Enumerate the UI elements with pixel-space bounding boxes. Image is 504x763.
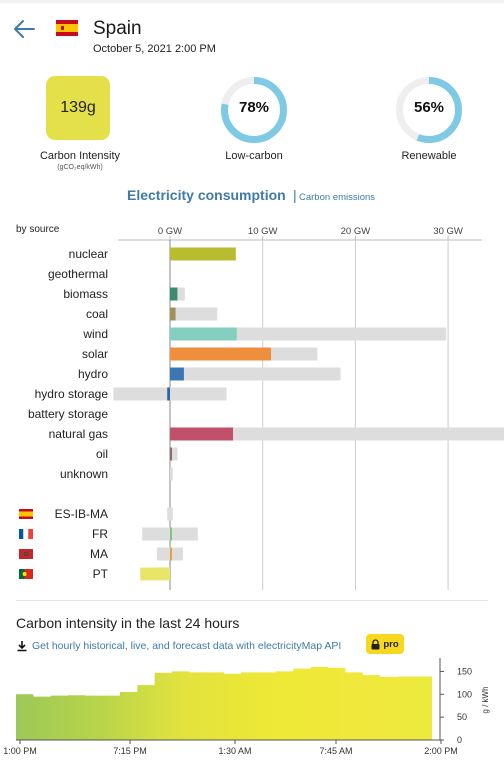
exchange-label: FR <box>92 527 108 541</box>
source-label: hydro <box>78 367 108 381</box>
production-bar <box>170 327 237 341</box>
source-label: oil <box>96 447 108 461</box>
low-carbon-gauge <box>221 77 287 143</box>
production-bar <box>170 307 176 321</box>
production-bar <box>167 387 170 401</box>
section-divider <box>16 600 488 601</box>
api-link-row[interactable]: Get hourly historical, live, and forecas… <box>16 637 341 655</box>
renewable-label: Renewable <box>401 150 457 162</box>
source-label: nuclear <box>69 247 108 261</box>
tab-separator: | <box>293 187 297 203</box>
flag-part <box>23 528 29 540</box>
history-x-tick-label: 7:45 AM <box>319 746 352 756</box>
source-label: natural gas <box>49 427 108 441</box>
capacity-bar <box>170 367 341 381</box>
x-tick-label: 10 GW <box>248 226 278 237</box>
source-label: wind <box>82 327 108 341</box>
morocco-flag-icon <box>19 549 33 559</box>
history-chart: 0 50 100 150 g / kWh 1:00 PM 7:15 PM 1:30 AM 7:4… <box>3 658 490 756</box>
source-label: battery storage <box>28 407 108 421</box>
exchange-bar <box>170 527 172 541</box>
source-label: solar <box>82 347 108 361</box>
exchange-label: PT <box>93 567 109 581</box>
history-x-tick-label: 1:00 PM <box>3 746 37 756</box>
history-x-tick-label: 1:30 AM <box>218 746 251 756</box>
production-bar <box>170 367 184 381</box>
exchange-label: ES-IB-MA <box>55 507 108 521</box>
history-x-tick-label: 2:00 PM <box>424 746 458 756</box>
carbon-intensity-label: Carbon Intensity <box>39 150 121 162</box>
production-bar <box>170 287 178 301</box>
x-tick-label: 20 GW <box>341 226 371 237</box>
tab-carbon-emissions[interactable]: Carbon emissions <box>299 192 376 203</box>
source-label: hydro storage <box>35 387 109 401</box>
carbon-intensity-value: 139g <box>46 76 110 140</box>
low-carbon-label: Low-carbon <box>225 150 283 162</box>
history-y-tick-label: 50 <box>457 712 467 722</box>
capacity-bar <box>170 307 218 321</box>
source-label: geothermal <box>48 267 108 281</box>
carbon-intensity-unit: (gCO₂eq/kWh) <box>57 164 103 171</box>
production-bar <box>170 427 234 441</box>
pro-badge[interactable]: pro <box>366 634 404 654</box>
flag-part <box>22 572 27 576</box>
country-name: Spain <box>93 18 142 39</box>
x-tick-label: 30 GW <box>433 226 463 237</box>
production-bar <box>170 447 172 461</box>
source-label: unknown <box>60 467 108 481</box>
capacity-bar <box>170 447 178 461</box>
spain-flag-icon <box>56 20 78 36</box>
portugal-flag-icon <box>19 569 33 579</box>
gauge-fill <box>221 77 287 143</box>
gauge-fill <box>396 77 462 143</box>
exchange-bar <box>140 567 170 581</box>
spain-flag-icon <box>19 509 33 519</box>
download-icon <box>17 641 27 652</box>
flag-part <box>23 551 29 557</box>
flag-part <box>19 511 33 517</box>
back-arrow-icon[interactable] <box>12 18 36 40</box>
window-top-border <box>0 0 504 3</box>
capacity-bar <box>170 427 504 441</box>
low-carbon-value: 78% <box>238 99 270 116</box>
capacity-bar <box>170 327 447 341</box>
pro-label: pro <box>383 638 399 650</box>
renewable-gauge <box>396 77 462 143</box>
datetime: October 5, 2021 2:00 PM <box>93 43 216 55</box>
history-y-tick-label: 0 <box>457 735 462 745</box>
flag-part <box>19 549 33 559</box>
chart-by-source-label: by source <box>16 224 60 235</box>
api-link[interactable]: Get hourly historical, live, and forecas… <box>32 640 342 652</box>
renewable-value: 56% <box>413 99 445 116</box>
production-bar <box>170 247 236 261</box>
lock-icon <box>371 638 380 649</box>
source-label: biomass <box>63 287 108 301</box>
capacity-bar <box>170 467 173 481</box>
exchange-capacity-bar <box>167 507 173 521</box>
x-tick-label: 0 GW <box>158 226 182 237</box>
consumption-chart: 0 GW 10 GW 20 GW 30 GW nuclear geothermal biom… <box>19 226 504 590</box>
france-flag-icon <box>19 528 33 540</box>
history-area <box>16 666 432 740</box>
history-x-tick-label: 7:15 PM <box>113 746 147 756</box>
history-y-tick-label: 100 <box>457 689 472 699</box>
tab-electricity-consumption[interactable]: Electricity consumption <box>127 187 286 203</box>
flag-part <box>19 569 25 579</box>
history-y-tick-label: 150 <box>457 666 472 676</box>
history-title: Carbon intensity in the last 24 hours <box>16 615 240 631</box>
exchange-label: MA <box>90 547 108 561</box>
source-label: coal <box>86 307 108 321</box>
exchange-bar <box>170 547 172 561</box>
production-bar <box>170 347 272 361</box>
history-y-axis-label: g / kWh <box>481 686 490 713</box>
flag-part <box>19 529 24 539</box>
flag-part <box>28 529 33 539</box>
